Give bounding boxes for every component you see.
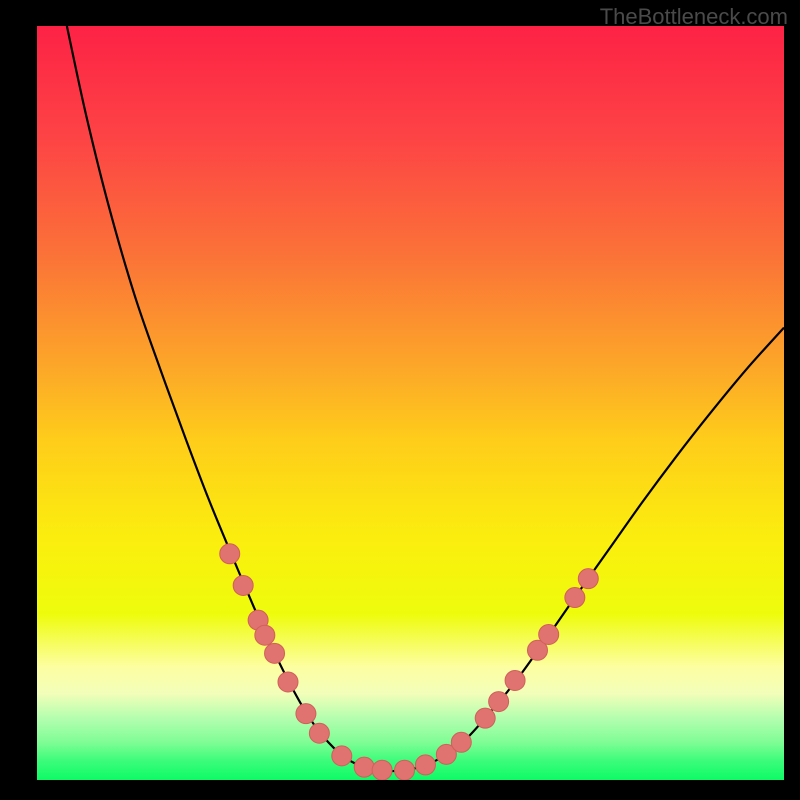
data-marker	[505, 670, 525, 690]
data-marker	[395, 760, 415, 780]
data-marker	[332, 746, 352, 766]
data-marker	[255, 625, 275, 645]
data-marker	[475, 708, 495, 728]
data-marker	[278, 672, 298, 692]
data-marker	[415, 755, 435, 775]
bottleneck-chart: TheBottleneck.com	[0, 0, 800, 800]
data-marker	[233, 575, 253, 595]
data-marker	[565, 588, 585, 608]
data-marker	[372, 760, 392, 780]
data-marker	[265, 643, 285, 663]
data-marker	[539, 624, 559, 644]
data-marker	[354, 757, 374, 777]
data-marker	[309, 723, 329, 743]
data-marker	[451, 732, 471, 752]
data-marker	[220, 544, 240, 564]
data-marker	[296, 704, 316, 724]
data-marker	[489, 692, 509, 712]
watermark-text: TheBottleneck.com	[600, 4, 788, 30]
data-marker	[578, 569, 598, 589]
plot-background	[37, 26, 784, 780]
chart-svg	[0, 0, 800, 800]
